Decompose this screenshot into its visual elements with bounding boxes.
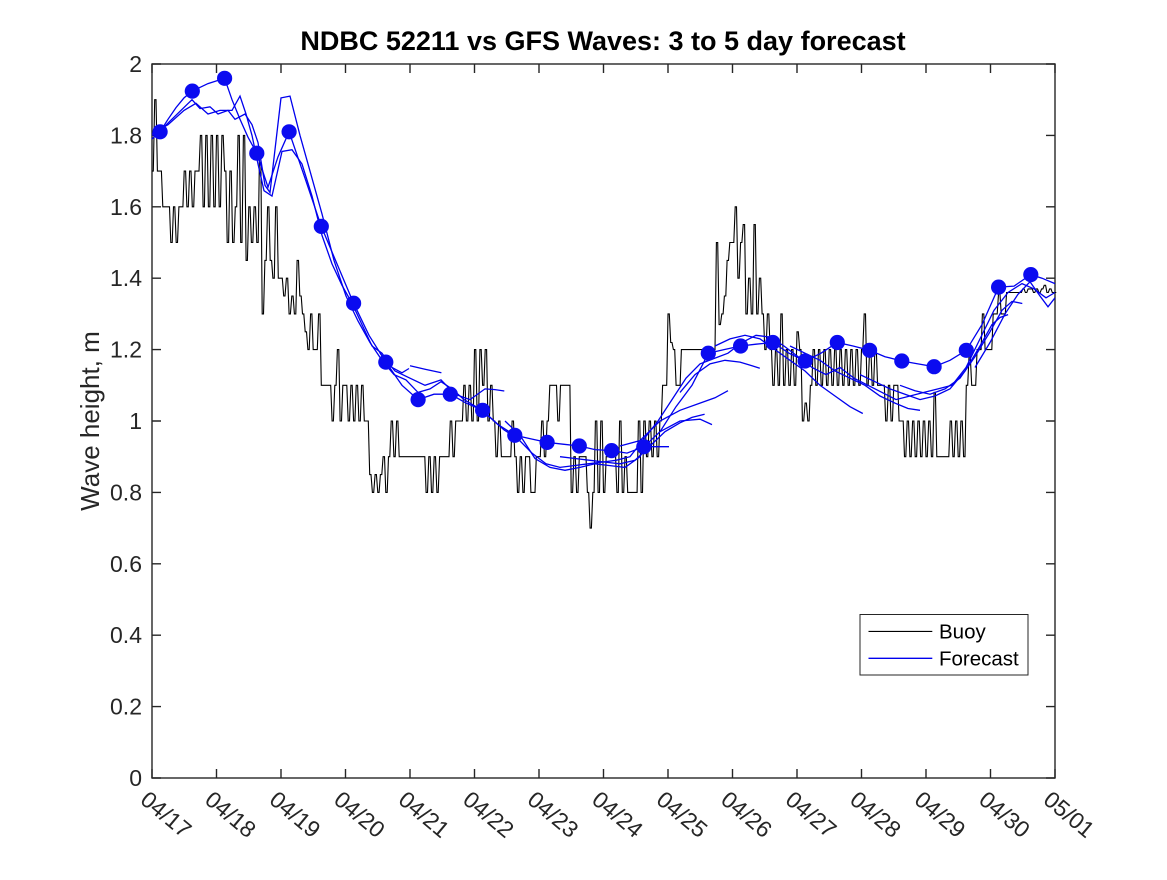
svg-text:NDBC 52211 vs GFS Waves: 3 to: NDBC 52211 vs GFS Waves: 3 to 5 day fore… [300, 26, 905, 56]
svg-text:1.6: 1.6 [110, 194, 142, 220]
svg-text:0: 0 [129, 765, 142, 791]
svg-text:Wave height, m: Wave height, m [75, 331, 105, 511]
svg-text:0.6: 0.6 [110, 551, 142, 577]
svg-text:0.4: 0.4 [110, 622, 142, 648]
svg-text:0.8: 0.8 [110, 479, 142, 505]
svg-text:2: 2 [129, 51, 142, 77]
svg-text:Buoy: Buoy [939, 621, 986, 644]
svg-text:1.4: 1.4 [110, 265, 142, 291]
svg-text:1.8: 1.8 [110, 122, 142, 148]
svg-text:0.2: 0.2 [110, 694, 142, 720]
svg-text:1: 1 [129, 408, 142, 434]
svg-text:Forecast: Forecast [939, 648, 1019, 671]
svg-text:1.2: 1.2 [110, 337, 142, 363]
